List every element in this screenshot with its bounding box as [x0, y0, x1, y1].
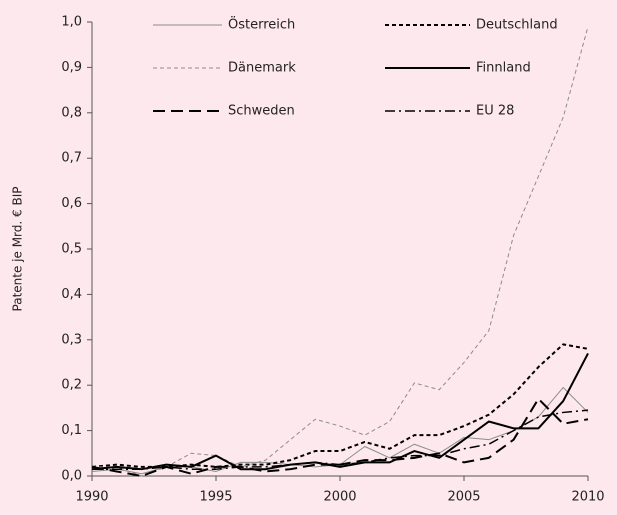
y-tick-label: 0,0	[61, 469, 82, 484]
legend-label: EU 28	[476, 104, 514, 119]
legend-label: Schweden	[228, 104, 295, 119]
y-tick-label: 0,5	[61, 242, 82, 257]
series-line	[92, 26, 589, 477]
y-tick-label: 0,9	[61, 60, 82, 75]
y-tick-label: 0,6	[61, 196, 82, 211]
legend-label: Dänemark	[228, 61, 296, 76]
legend-label: Finnland	[476, 61, 531, 76]
series-line	[91, 343, 589, 468]
x-tick-label: 2000	[323, 490, 356, 505]
x-tick-label: 1990	[75, 490, 108, 505]
series-line	[92, 409, 589, 470]
y-tick-label: 0,7	[61, 151, 82, 166]
y-tick-label: 0,4	[61, 287, 82, 302]
y-tick-label: 0,2	[61, 378, 82, 393]
series-line	[91, 352, 589, 471]
y-tick-label: 1,0	[61, 15, 82, 30]
legend-label: Österreich	[228, 16, 295, 33]
y-tick-label: 0,8	[61, 105, 82, 120]
y-axis-label: Patente je Mrd. € BIP	[11, 187, 25, 312]
x-tick-label: 2010	[571, 490, 604, 505]
x-tick-label: 1995	[199, 490, 232, 505]
x-tick-label: 2005	[447, 490, 480, 505]
legend-label: Deutschland	[476, 18, 558, 33]
y-tick-label: 0,3	[61, 332, 82, 347]
y-tick-label: 0,1	[61, 423, 82, 438]
